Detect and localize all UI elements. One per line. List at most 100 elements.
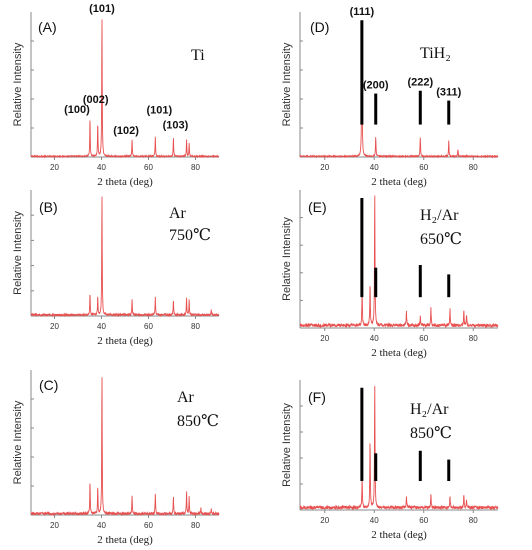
xrd-trace [30, 19, 220, 159]
x-axis-label: 2 theta (deg) [371, 529, 427, 541]
panel-label: (C) [39, 377, 58, 393]
peak-point [173, 496, 174, 497]
peak-point [211, 507, 212, 508]
condition-label: H₂/Ar [410, 401, 449, 418]
reference-index-label: (200) [363, 80, 389, 92]
peak-point [173, 300, 174, 301]
y-axis-label: Relative Intensity [12, 400, 24, 484]
panel-label: (A) [38, 19, 57, 35]
panel-label: (E) [308, 199, 327, 215]
peak-point [430, 307, 431, 308]
peak-point [97, 295, 98, 296]
peak-point [189, 496, 190, 497]
xrd-trace [299, 385, 499, 511]
peak-point [173, 137, 174, 138]
x-tick-label: 40 [97, 322, 106, 331]
peak-point [89, 292, 90, 293]
peak-point [186, 297, 187, 298]
peak-point [189, 300, 190, 301]
x-axis-label: 2 theta (deg) [97, 534, 153, 546]
x-tick-label: 60 [419, 334, 428, 343]
x-tick-label: 20 [320, 163, 329, 172]
xrd-trace [299, 195, 499, 329]
peak-index-label: (101) [89, 3, 115, 15]
condition-label: Ar [177, 389, 195, 406]
peak-point [97, 485, 98, 486]
condition-label: 750℃ [169, 227, 211, 244]
peak-index-label: (103) [163, 120, 189, 132]
peak-point [463, 494, 464, 495]
peak-point [101, 372, 102, 373]
condition-label: Ti [191, 47, 205, 64]
xrd-trace [299, 20, 499, 159]
peak-point [189, 143, 190, 144]
reference-index-label: (311) [436, 87, 461, 99]
peak-point [463, 310, 464, 311]
peak-point [449, 496, 450, 497]
x-tick-label: 40 [370, 163, 379, 172]
x-tick-label: 80 [191, 322, 200, 331]
peak-point [369, 282, 370, 283]
x-tick-label: 60 [144, 322, 153, 331]
x-axis-label: 2 theta (deg) [97, 176, 153, 188]
panel-e: 20 40 60 80 2 theta (deg) Relative Intensity (… [281, 190, 499, 359]
peak-point [200, 507, 201, 508]
condition-label: Ar [169, 205, 187, 222]
panel-a: 20 40 60 80 2 theta (deg) Relative Intensity (… [12, 3, 220, 188]
peak-point [369, 438, 370, 439]
peak-point [448, 140, 449, 141]
peak-index-label: (102) [113, 125, 139, 137]
xrd-trace [30, 377, 220, 517]
panel-label: (D) [310, 19, 329, 35]
panel-b: 20 40 60 80 2 theta (deg) Relative Intensity (… [12, 190, 220, 347]
x-tick-label: 40 [370, 334, 379, 343]
peak-point [466, 314, 467, 315]
panel-d: 20 40 60 80 2 theta (deg) Relative Intensity (… [281, 6, 499, 188]
x-tick-label: 40 [97, 521, 106, 530]
x-axis-label: 2 theta (deg) [371, 347, 427, 359]
peak-point [131, 298, 132, 299]
y-axis-label: Relative Intensity [281, 42, 293, 126]
peak-point [406, 496, 407, 497]
peak-point [186, 139, 187, 140]
reference-index-label: (222) [407, 77, 433, 89]
x-tick-label: 80 [469, 334, 478, 343]
peak-point [374, 381, 375, 382]
x-tick-label: 80 [191, 163, 200, 172]
y-axis-label: Relative Intensity [281, 217, 293, 301]
peak-point [375, 136, 376, 137]
x-tick-label: 20 [50, 521, 59, 530]
peak-point [89, 118, 90, 119]
peak-index-label: (101) [146, 104, 172, 116]
y-axis-label: Relative Intensity [12, 211, 24, 295]
peak-point [449, 309, 450, 310]
peak-index-label: (002) [83, 94, 109, 106]
peak-point [186, 490, 187, 491]
x-tick-label: 60 [419, 163, 428, 172]
peak-point [97, 122, 98, 123]
peak-point [430, 493, 431, 494]
peak-point [457, 149, 458, 150]
panel-c: 20 40 60 80 2 theta (deg) Relative Intensity (… [12, 370, 220, 546]
x-tick-label: 20 [50, 322, 59, 331]
x-tick-label: 20 [320, 334, 329, 343]
y-axis-label: Relative Intensity [281, 403, 293, 487]
x-tick-label: 20 [50, 163, 59, 172]
peak-point [101, 192, 102, 193]
peak-point [420, 315, 421, 316]
peak-point [374, 191, 375, 192]
condition-label: TiH₂ [420, 45, 451, 62]
peak-point [89, 481, 90, 482]
peak-point [155, 297, 156, 298]
condition-label: H₂/Ar [420, 207, 459, 224]
panel-f: 20 40 60 80 2 theta (deg) Relative Intensity (… [281, 380, 499, 541]
x-tick-label: 20 [320, 516, 329, 525]
peak-point [211, 309, 212, 310]
peak-point [406, 310, 407, 311]
x-axis-label: 2 theta (deg) [371, 176, 427, 188]
peak-point [155, 493, 156, 494]
x-tick-label: 60 [144, 521, 153, 530]
x-tick-label: 40 [370, 516, 379, 525]
x-tick-label: 60 [144, 163, 153, 172]
